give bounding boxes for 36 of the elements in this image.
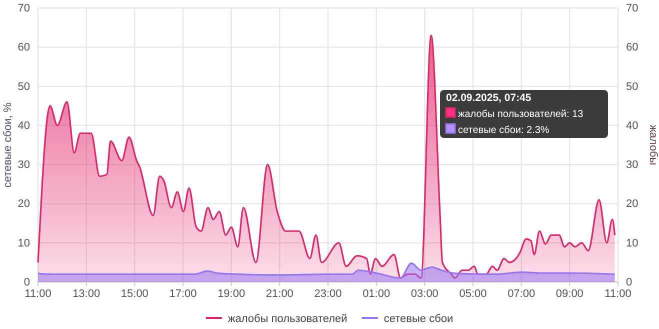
x-tick-label: 11:00	[604, 288, 632, 300]
y2-tick-label: 20	[626, 198, 638, 210]
x-tick-label: 13:00	[72, 288, 100, 300]
y2-tick-label: 50	[626, 80, 638, 93]
legend-label: жалобы пользователей	[228, 313, 348, 325]
y-tick-label: 20	[18, 198, 30, 210]
x-tick-label: 01:00	[362, 288, 390, 300]
x-tick-label: 19:00	[218, 288, 246, 300]
y-tick-label: 60	[18, 42, 30, 54]
x-tick-label: 21:00	[266, 288, 294, 300]
x-tick-label: 05:00	[459, 288, 487, 300]
y-axis-title: сетевые сбои, %	[2, 102, 14, 188]
y2-tick-label: 30	[626, 159, 638, 172]
y2-tick-label: 10	[626, 237, 638, 250]
y-tick-label: 70	[18, 2, 30, 15]
x-tick-label: 23:00	[314, 288, 342, 300]
x-tick-label: 03:00	[410, 288, 438, 300]
x-tick-label: 09:00	[556, 288, 584, 300]
annotation: 02.09.2025, 07:45	[446, 92, 532, 104]
y-tick-label: 30	[18, 159, 30, 172]
x-tick-label: 07:00	[508, 288, 536, 300]
y-tick-label: 50	[18, 80, 30, 93]
y-tick-label: 40	[18, 120, 30, 132]
y-tick-label: 0	[24, 276, 30, 289]
y2-tick-label: 60	[626, 42, 638, 54]
y2-axis-title: жалобы	[647, 124, 659, 166]
y-tick-label: 10	[18, 237, 30, 250]
y2-tick-label: 70	[626, 2, 638, 15]
annotation: жалобы пользователей: 13	[458, 109, 584, 120]
y2-tick-label: 40	[626, 120, 638, 132]
y2-tick-label: 0	[626, 276, 632, 289]
x-tick-label: 15:00	[120, 288, 148, 300]
annotation: сетевые сбои: 2.3%	[458, 125, 550, 136]
x-tick-label: 17:00	[169, 288, 197, 300]
legend-label: сетевые сбои	[384, 313, 454, 325]
x-tick-label: 11:00	[24, 288, 52, 300]
